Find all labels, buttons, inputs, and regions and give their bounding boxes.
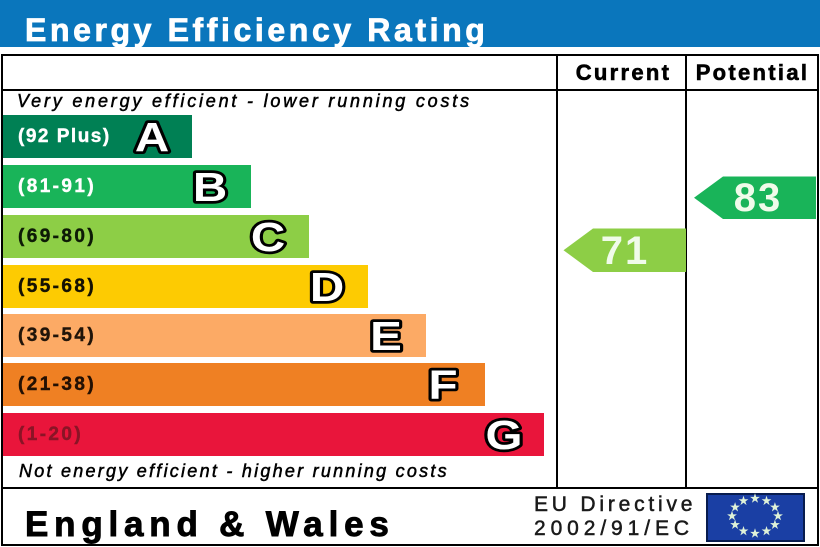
svg-text:E: E bbox=[370, 314, 402, 359]
svg-text:D: D bbox=[310, 265, 344, 310]
svg-text:A: A bbox=[135, 115, 169, 160]
svg-text:83: 83 bbox=[734, 176, 783, 220]
svg-text:71: 71 bbox=[601, 229, 650, 273]
svg-text:C: C bbox=[251, 215, 285, 260]
svg-text:G: G bbox=[486, 413, 523, 458]
svg-text:B: B bbox=[193, 165, 227, 210]
svg-text:F: F bbox=[428, 363, 457, 408]
